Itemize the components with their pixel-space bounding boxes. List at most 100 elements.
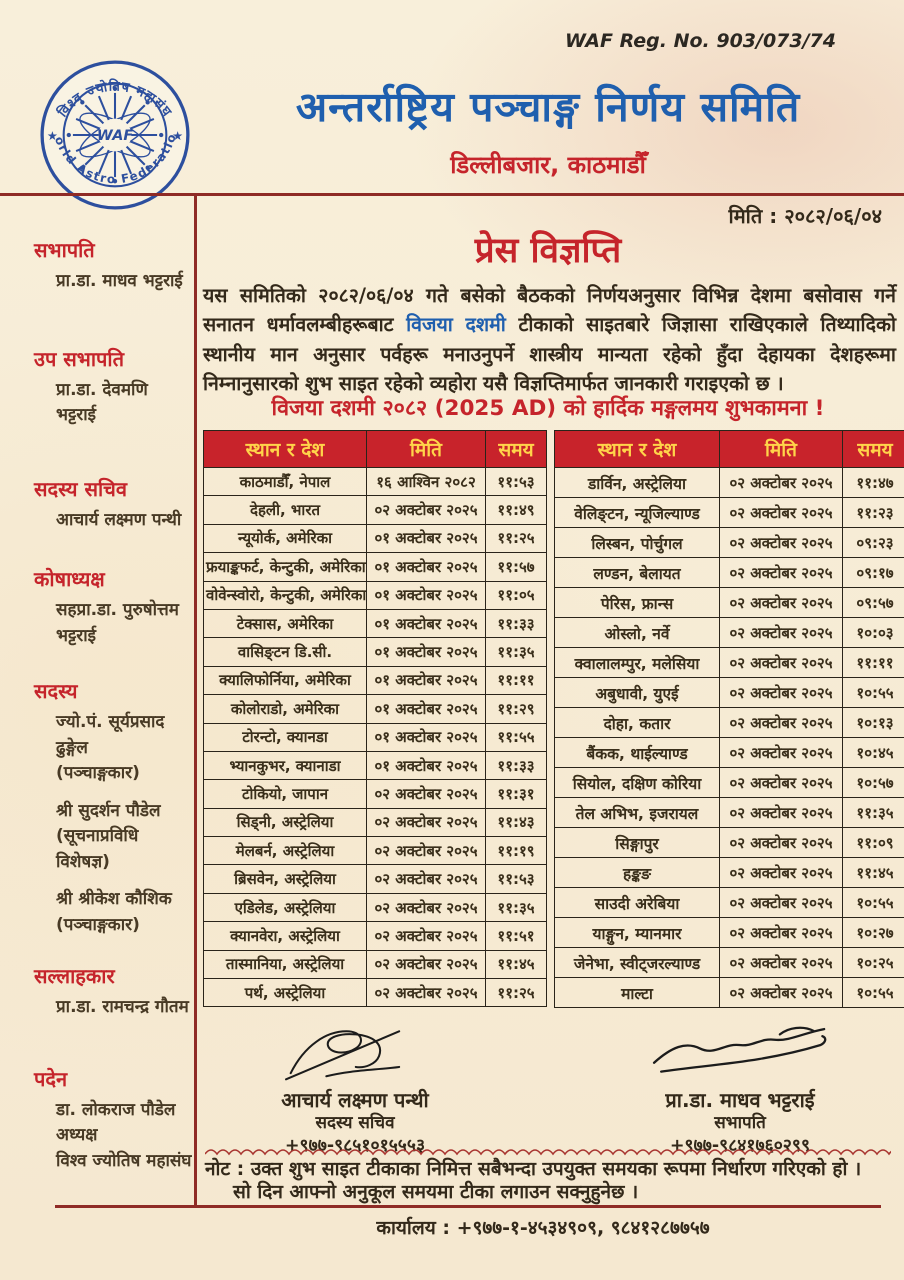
cell-place: हङ्कङ bbox=[554, 857, 720, 888]
cell-time: ०९:२३ bbox=[842, 527, 904, 558]
cell-date: ०२ अक्टोबर २०२५ bbox=[719, 587, 843, 618]
signature-icon bbox=[285, 1030, 401, 1081]
cell-date: ०२ अक्टोबर २०२५ bbox=[719, 797, 843, 828]
cell-time: ११:३३ bbox=[485, 608, 547, 639]
sidebar-entry: डा. लोकराज पौडेल अध्यक्ष विश्व ज्योतिष म… bbox=[34, 1098, 192, 1175]
cell-place: फ्रयाङ्कफर्ट, केन्टुकी, अमेरिका bbox=[203, 552, 367, 582]
sidebar-entry: ज्यो.पं. सूर्यप्रसाद ढुङ्गेल (पञ्चाङ्गका… bbox=[34, 710, 192, 787]
table-row: लण्डन, बेलायत ०२ अक्टोबर २०२५ ०९:१७ bbox=[554, 557, 904, 588]
signatory-name: प्रा.डा. माधव भट्टराई bbox=[665, 1088, 815, 1112]
sidebar-entry-line: श्री सुदर्शन पौडेल bbox=[56, 800, 161, 821]
column-header-date: मिति bbox=[366, 430, 486, 468]
cell-date: ०२ अक्टोबर २०२५ bbox=[719, 707, 843, 738]
signatory-role: सदस्य सचिव bbox=[315, 1113, 395, 1133]
sidebar-section-title: सदस्य bbox=[34, 679, 78, 703]
table-row: वासिङ्टन डि.सी. ०१ अक्टोबर २०२५ ११:३५ bbox=[203, 637, 547, 667]
column-header-time: समय bbox=[485, 430, 547, 468]
cell-place: पेरिस, फ्रान्स bbox=[554, 587, 720, 618]
officials-sidebar: सभापति प्रा.डा. माधव भट्टराई उप सभापति bbox=[0, 236, 192, 1218]
cell-time: ११:२३ bbox=[842, 497, 904, 528]
cell-time: ११:११ bbox=[842, 647, 904, 678]
cell-place: वेलिङ्टन, न्यूजिल्याण्ड bbox=[554, 497, 720, 528]
cell-date: ०२ अक्टोबर २०२५ bbox=[366, 864, 486, 894]
column-header-place: स्थान र देश bbox=[554, 430, 720, 468]
table-row: भ्यानकुभर, क्यानाडा ०१ अक्टोबर २०२५ ११:३… bbox=[203, 750, 547, 781]
column-header-time: समय bbox=[842, 430, 904, 468]
cell-place: देहली, भारत bbox=[203, 495, 367, 525]
sidebar-entry: श्री श्रीकेश कौशिक (पञ्चाङ्गकार) bbox=[34, 887, 192, 938]
table-row: जेनेभा, स्वीट्जरल्याण्ड ०२ अक्टोबर २०२५ … bbox=[554, 947, 904, 978]
table-row: क्यालिफोर्निया, अमेरिका ०१ अक्टोबर २०२५ … bbox=[203, 665, 547, 696]
cell-time: १०:५५ bbox=[842, 887, 904, 918]
note-line-2: सो दिन आफ्नो अनुकूल समयमा टीका लगाउन सक्… bbox=[233, 1181, 639, 1204]
table-row: टोकियो, जापान ०२ अक्टोबर २०२५ ११:३१ bbox=[203, 779, 547, 809]
cell-time: १०:२७ bbox=[842, 917, 904, 948]
cell-time: ११:४५ bbox=[842, 857, 904, 888]
table-row: वोवेन्स्वोरो, केन्टुकी, अमेरिका ०१ अक्टो… bbox=[203, 580, 547, 610]
sidebar-entry: श्री सुदर्शन पौडेल (सूचनाप्रविधि विशेषज्… bbox=[34, 799, 192, 876]
waf-logo: विश्व ज्योतिष महासंघ World Astro Federat… bbox=[38, 58, 190, 210]
signature-block-secretary: आचार्य लक्ष्मण पन्थी सदस्य सचिव +९७७-९८५… bbox=[245, 1022, 465, 1159]
cell-time: ११:३३ bbox=[485, 750, 547, 781]
table-row: मेलबर्न, अस्ट्रेलिया ०२ अक्टोबर २०२५ ११:… bbox=[203, 836, 547, 866]
cell-date: ०२ अक्टोबर २०२५ bbox=[719, 557, 843, 588]
cell-place: ब्रिसवेन, अस्ट्रेलिया bbox=[203, 864, 367, 894]
cell-place: ओस्लो, नर्वे bbox=[554, 617, 720, 648]
table-row: सिङ्गापुर ०२ अक्टोबर २०२५ ११:०९ bbox=[554, 827, 904, 858]
cell-date: ०१ अक्टोबर २०२५ bbox=[366, 637, 486, 667]
cell-date: ०१ अक्टोबर २०२५ bbox=[366, 523, 486, 554]
cell-time: ११:३५ bbox=[485, 637, 547, 667]
cell-time: १०:५७ bbox=[842, 767, 904, 798]
cell-place: टेक्सास, अमेरिका bbox=[203, 608, 367, 639]
cell-time: ११:५३ bbox=[485, 466, 547, 497]
press-release-title: प्रेस विज्ञप्ति bbox=[474, 231, 622, 271]
table-row: दोहा, कतार ०२ अक्टोबर २०२५ १०:१३ bbox=[554, 707, 904, 738]
sidebar-entry-line: विश्व ज्योतिष महासंघ bbox=[56, 1150, 192, 1171]
signature-block-chairman: प्रा.डा. माधव भट्टराई सभापति +९७७-९८४१७६… bbox=[625, 1022, 855, 1159]
table-row: सियोल, दक्षिण कोरिया ०२ अक्टोबर २०२५ १०:… bbox=[554, 767, 904, 798]
sidebar-section-title: सभापति bbox=[34, 238, 95, 262]
sidebar-entry-line: श्री श्रीकेश कौशिक bbox=[56, 889, 172, 909]
table-row: बैंकक, थाईल्याण्ड ०२ अक्टोबर २०२५ १०:४५ bbox=[554, 737, 904, 768]
cell-time: ११:४३ bbox=[485, 807, 547, 838]
cell-time: ११:१९ bbox=[485, 836, 547, 866]
table-row: काठमाडौँ, नेपाल १६ आश्विन २०८२ ११:५३ bbox=[203, 466, 547, 497]
cell-place: सिङ्गापुर bbox=[554, 827, 720, 858]
table-row: लिस्बन, पोर्चुगल ०२ अक्टोबर २०२५ ०९:२३ bbox=[554, 527, 904, 558]
cell-time: ११:२५ bbox=[485, 523, 547, 554]
cell-place: लण्डन, बेलायत bbox=[554, 557, 720, 588]
cell-place: सिड्नी, अस्ट्रेलिया bbox=[203, 807, 367, 838]
cell-time: ११:११ bbox=[485, 665, 547, 696]
organization-name: अन्तर्राष्ट्रिय पञ्चाङ्ग निर्णय समिति bbox=[295, 83, 801, 131]
logo-center-text: WAF bbox=[97, 128, 133, 144]
column-header-place: स्थान र देश bbox=[203, 430, 367, 468]
table-row: डार्विन, अस्ट्रेलिया ०२ अक्टोबर २०२५ ११:… bbox=[554, 467, 904, 498]
cell-date: ०१ अक्टोबर २०२५ bbox=[366, 722, 486, 752]
cell-date: ०२ अक्टोबर २०२५ bbox=[719, 827, 843, 858]
cell-place: वोवेन्स्वोरो, केन्टुकी, अमेरिका bbox=[203, 580, 367, 610]
table-row: वेलिङ्टन, न्यूजिल्याण्ड ०२ अक्टोबर २०२५ … bbox=[554, 497, 904, 528]
sidebar-entry-line: (पञ्चाङ्गकार) bbox=[56, 914, 140, 935]
sidebar-entry-line: प्रा.डा. माधव भट्टराई bbox=[56, 271, 183, 291]
cell-place: टोरन्टो, क्यानडा bbox=[203, 722, 367, 752]
cell-date: ०२ अक्टोबर २०२५ bbox=[366, 495, 486, 525]
organization-address: डिल्लीबजार, काठमाडौँ bbox=[450, 151, 646, 179]
cell-date: ०१ अक्टोबर २०२५ bbox=[366, 552, 486, 582]
table-row: तास्मानिया, अस्ट्रेलिया ०२ अक्टोबर २०२५ … bbox=[203, 949, 547, 980]
logo-star-left-icon: ★ bbox=[47, 129, 58, 143]
sidebar-entry-line: आचार्य लक्ष्मण पन्थी bbox=[56, 509, 182, 530]
cell-place: अबुधावी, युएई bbox=[554, 677, 720, 708]
cell-date: १६ आश्विन २०८२ bbox=[366, 466, 486, 497]
cell-time: १०:४५ bbox=[842, 737, 904, 768]
cell-date: ०२ अक्टोबर २०२५ bbox=[719, 977, 843, 1008]
cell-date: ०२ अक्टोबर २०२५ bbox=[719, 917, 843, 948]
cell-date: ०२ अक्टोबर २०२५ bbox=[719, 497, 843, 528]
sidebar-entry: प्रा.डा. माधव भट्टराई bbox=[34, 269, 192, 295]
table-row: माल्टा ०२ अक्टोबर २०२५ १०:५५ bbox=[554, 977, 904, 1008]
cell-place: टोकियो, जापान bbox=[203, 779, 367, 809]
table-row: कोलोराडो, अमेरिका ०१ अक्टोबर २०२५ ११:२९ bbox=[203, 694, 547, 724]
footer-divider bbox=[55, 1205, 881, 1208]
cell-place: न्यूयोर्क, अमेरिका bbox=[203, 523, 367, 554]
cell-place: मेलबर्न, अस्ट्रेलिया bbox=[203, 836, 367, 866]
